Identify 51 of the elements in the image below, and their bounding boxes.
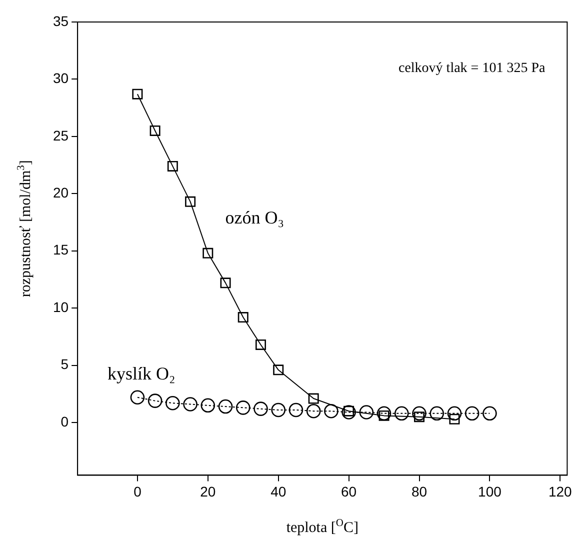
point <box>271 402 286 418</box>
point <box>238 312 248 323</box>
point <box>220 278 231 288</box>
y-tick-label: 15 <box>52 242 69 258</box>
point <box>376 406 392 421</box>
point <box>308 393 319 404</box>
x-tick-label: 60 <box>341 483 357 500</box>
x-tick-label: 20 <box>200 483 216 500</box>
y-tick-label: 30 <box>52 70 69 86</box>
point <box>185 196 196 207</box>
point <box>255 339 266 350</box>
point <box>412 406 426 421</box>
point <box>130 390 145 405</box>
point <box>288 402 304 418</box>
point <box>359 405 374 420</box>
y-tick-label: 5 <box>60 356 69 372</box>
series-label: ozón O₃ <box>225 208 284 228</box>
point <box>202 248 214 258</box>
point <box>342 405 356 420</box>
point <box>324 404 338 418</box>
point <box>394 406 409 421</box>
x-tick-label: 120 <box>548 483 572 500</box>
point <box>167 160 178 172</box>
point <box>430 406 444 421</box>
y-tick-label: 10 <box>52 298 69 315</box>
point <box>166 396 180 410</box>
point <box>150 125 160 136</box>
y-tick-label: 35 <box>52 12 69 29</box>
point <box>273 364 284 376</box>
point <box>449 414 460 424</box>
y-tick-label: 0 <box>60 413 69 430</box>
point <box>183 397 198 412</box>
x-tick-label: 40 <box>270 483 286 500</box>
y-axis-title: rozpustnosť [mol/dm3] <box>16 160 34 298</box>
y-tick-label: 25 <box>52 127 69 144</box>
point <box>236 400 250 415</box>
point <box>200 398 216 413</box>
y-tick-label: 20 <box>52 184 69 201</box>
point <box>447 406 462 421</box>
point <box>464 406 480 421</box>
x-tick-label: 100 <box>478 483 502 500</box>
series-label: kyslík O₂ <box>107 363 176 384</box>
x-tick-label: 0 <box>134 483 142 500</box>
point <box>148 394 162 408</box>
point <box>306 404 321 418</box>
x-tick-label: 80 <box>411 483 428 500</box>
point <box>132 88 143 100</box>
point <box>482 406 497 421</box>
point <box>254 402 268 416</box>
point <box>218 399 233 414</box>
annotation: celkový tlak = 101 325 Pa <box>398 61 546 76</box>
